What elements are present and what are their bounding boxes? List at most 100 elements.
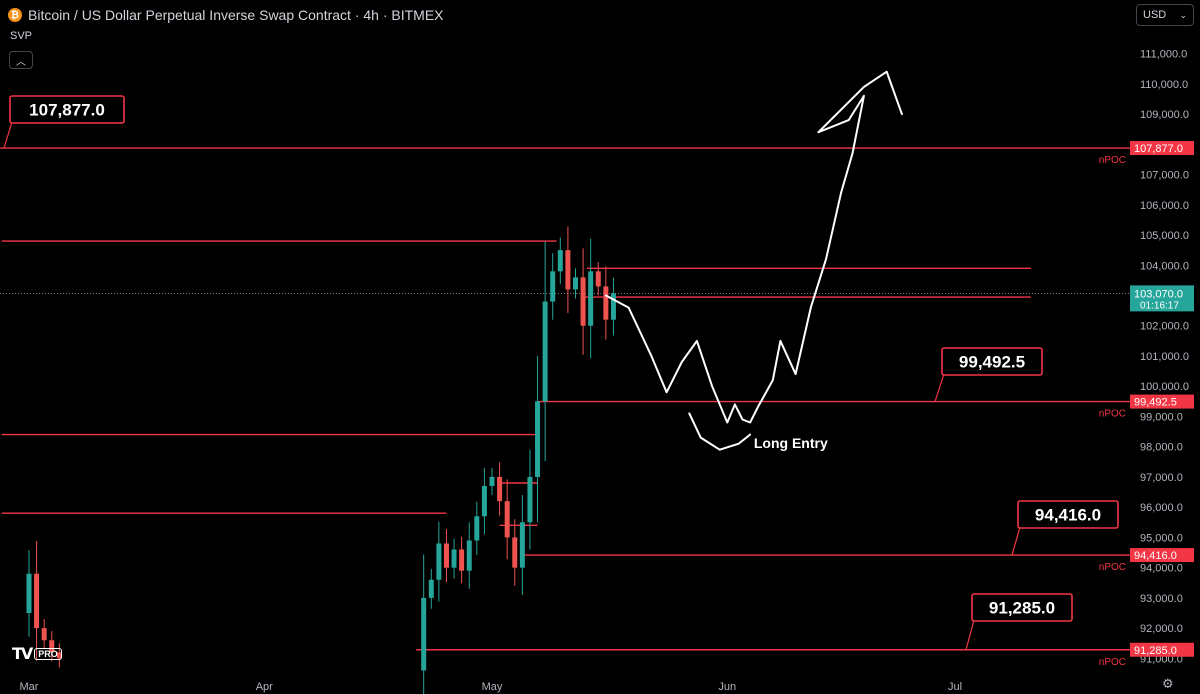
long-entry-label: Long Entry: [754, 435, 828, 451]
y-tick-label: 98,000.0: [1140, 442, 1183, 454]
npoc-tag: nPOC: [1099, 657, 1126, 668]
y-tick-label: 102,000.0: [1140, 321, 1189, 333]
y-tick-label: 106,000.0: [1140, 200, 1189, 212]
y-tick-label: 111,000.0: [1140, 49, 1187, 61]
npoc-tag: nPOC: [1099, 409, 1126, 420]
candle: [41, 628, 47, 641]
projection-drawing: [688, 412, 752, 451]
y-tick-label: 100,000.0: [1140, 381, 1189, 393]
level-price-label: 91,285.0: [1134, 645, 1177, 657]
level-callouts: 107,877.0 99,492.5 94,416.0 91,285.0: [3, 95, 1119, 650]
candle: [519, 522, 525, 568]
candle: [527, 476, 533, 523]
x-tick-label: Jul: [948, 681, 962, 693]
y-tick-label: 92,000.0: [1140, 623, 1183, 635]
callout-box: [941, 347, 1043, 376]
y-tick-label: 104,000.0: [1140, 260, 1189, 272]
candle: [459, 549, 465, 571]
y-tick-label: 110,000.0: [1140, 79, 1188, 91]
y-tick-label: 95,000.0: [1140, 532, 1183, 544]
candle: [428, 579, 434, 598]
callout-value: 91,285.0: [989, 599, 1055, 618]
x-tick-label: Jun: [718, 681, 736, 693]
time-axis: Mar Apr May Jun Jul: [20, 681, 963, 693]
candle: [443, 543, 449, 568]
price-axis: 91,000.092,000.093,000.094,000.095,000.0…: [1130, 0, 1200, 694]
candle: [451, 549, 457, 568]
y-tick-label: 99,000.0: [1140, 411, 1183, 423]
candle: [504, 501, 510, 538]
level-price-label: 94,416.0: [1134, 550, 1177, 562]
candle: [550, 271, 556, 302]
price-callout[interactable]: 99,492.5: [934, 347, 1043, 402]
level-price-tag: [1130, 642, 1194, 657]
y-tick-label: 97,000.0: [1140, 472, 1183, 484]
symbol-title[interactable]: Bitcoin / US Dollar Perpetual Inverse Sw…: [28, 7, 444, 23]
collapse-indicators-button[interactable]: ︿: [9, 51, 33, 69]
callout-pointer: [3, 121, 13, 149]
y-tick-label: 93,000.0: [1140, 593, 1183, 605]
x-tick-label: Apr: [256, 681, 273, 693]
callout-box: [971, 593, 1073, 622]
candle: [497, 476, 503, 502]
candle: [565, 250, 571, 290]
x-tick-label: Mar: [20, 681, 39, 693]
candle: [481, 486, 487, 517]
candle: [512, 537, 518, 568]
currency-label: USD: [1143, 9, 1167, 21]
y-tick-label: 109,000.0: [1140, 109, 1189, 121]
candle: [49, 640, 55, 653]
level-price-tag: [1130, 548, 1194, 563]
indicator-label[interactable]: SVP: [10, 30, 33, 42]
tv-logo-icon: TV: [12, 644, 33, 663]
callout-value: 94,416.0: [1035, 506, 1101, 525]
price-callout[interactable]: 94,416.0: [1011, 500, 1119, 556]
price-callout[interactable]: 107,877.0: [3, 95, 125, 149]
chart-header[interactable]: ₿ Bitcoin / US Dollar Perpetual Inverse …: [8, 6, 444, 24]
y-tick-label: 105,000.0: [1140, 230, 1189, 242]
level-lines: nPOC nPOC nPOC nPOC: [0, 147, 1130, 668]
chevron-up-icon: ︿: [16, 56, 26, 68]
npoc-tag: nPOC: [1099, 155, 1126, 166]
candle: [610, 293, 616, 320]
callout-pointer: [965, 619, 975, 650]
candle: [595, 271, 601, 287]
candle: [535, 401, 541, 477]
npoc-tag: nPOC: [1099, 562, 1126, 573]
callout-value: 107,877.0: [29, 101, 105, 120]
candle: [466, 540, 472, 571]
callout-pointer: [934, 373, 945, 402]
y-tick-label: 107,000.0: [1140, 170, 1189, 182]
price-callout[interactable]: 91,285.0: [965, 593, 1073, 650]
bitcoin-icon: ₿: [8, 8, 22, 22]
level-price-tag: [1130, 394, 1194, 409]
candle: [542, 301, 548, 402]
candle: [572, 277, 578, 290]
candle-countdown: 01:16:17: [1140, 300, 1179, 311]
callout-pointer: [1011, 526, 1021, 556]
callout-box: [1017, 500, 1119, 529]
candle: [588, 271, 594, 326]
candles: [26, 226, 616, 694]
projection-drawing: [604, 70, 903, 424]
candle: [421, 597, 427, 671]
currency-selector[interactable]: USD ⌄: [1136, 4, 1194, 26]
current-price-label: 103,070.0: [1134, 288, 1183, 300]
level-price-tag: [1130, 141, 1194, 156]
candle: [56, 652, 62, 659]
gear-icon[interactable]: ⚙: [1162, 676, 1174, 691]
x-tick-label: May: [482, 681, 503, 693]
tradingview-logo[interactable]: TV PRO: [12, 644, 62, 663]
level-price-label: 107,877.0: [1134, 143, 1183, 155]
pro-badge: PRO: [34, 647, 62, 660]
chevron-down-icon: ⌄: [1179, 9, 1187, 20]
level-price-label: 99,492.5: [1134, 397, 1177, 409]
drawings: Long Entry: [604, 70, 903, 451]
candle: [557, 250, 563, 272]
candle: [26, 573, 32, 614]
y-tick-label: 96,000.0: [1140, 502, 1183, 514]
candle: [603, 286, 609, 320]
y-tick-label: 101,000.0: [1140, 351, 1189, 363]
candle: [474, 516, 480, 541]
